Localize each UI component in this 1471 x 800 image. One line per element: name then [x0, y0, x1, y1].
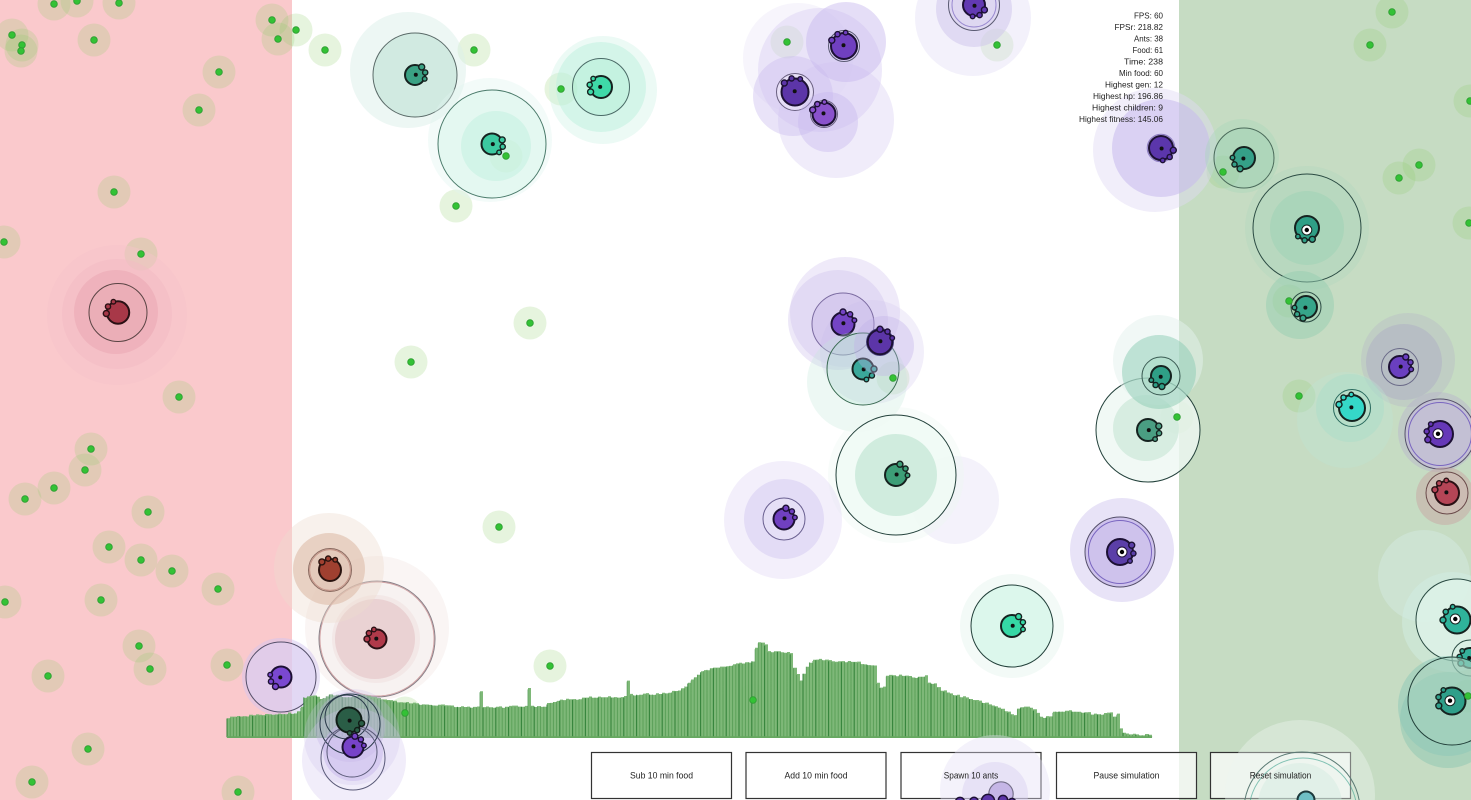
svg-text:Highest hp: 196.86: Highest hp: 196.86 — [1093, 91, 1163, 101]
svg-text:Pause simulation: Pause simulation — [1094, 771, 1160, 782]
svg-text:Highest children: 9: Highest children: 9 — [1092, 102, 1163, 112]
svg-text:Food: 61: Food: 61 — [1133, 45, 1164, 55]
svg-text:Time: 238: Time: 238 — [1124, 56, 1163, 66]
svg-text:Reset simulation: Reset simulation — [1250, 771, 1312, 782]
svg-text:FPS: 60: FPS: 60 — [1134, 10, 1163, 20]
svg-text:Highest gen: 12: Highest gen: 12 — [1105, 79, 1163, 89]
svg-text:Sub 10 min food: Sub 10 min food — [630, 771, 693, 782]
svg-text:Ants: 38: Ants: 38 — [1134, 33, 1163, 43]
svg-text:Spawn 10 ants: Spawn 10 ants — [944, 771, 999, 782]
svg-text:Min food: 60: Min food: 60 — [1119, 68, 1163, 78]
svg-text:Highest fitness: 145.06: Highest fitness: 145.06 — [1079, 114, 1163, 124]
svg-text:FPSr: 218.82: FPSr: 218.82 — [1115, 22, 1164, 32]
svg-text:Add 10 min food: Add 10 min food — [785, 771, 848, 782]
